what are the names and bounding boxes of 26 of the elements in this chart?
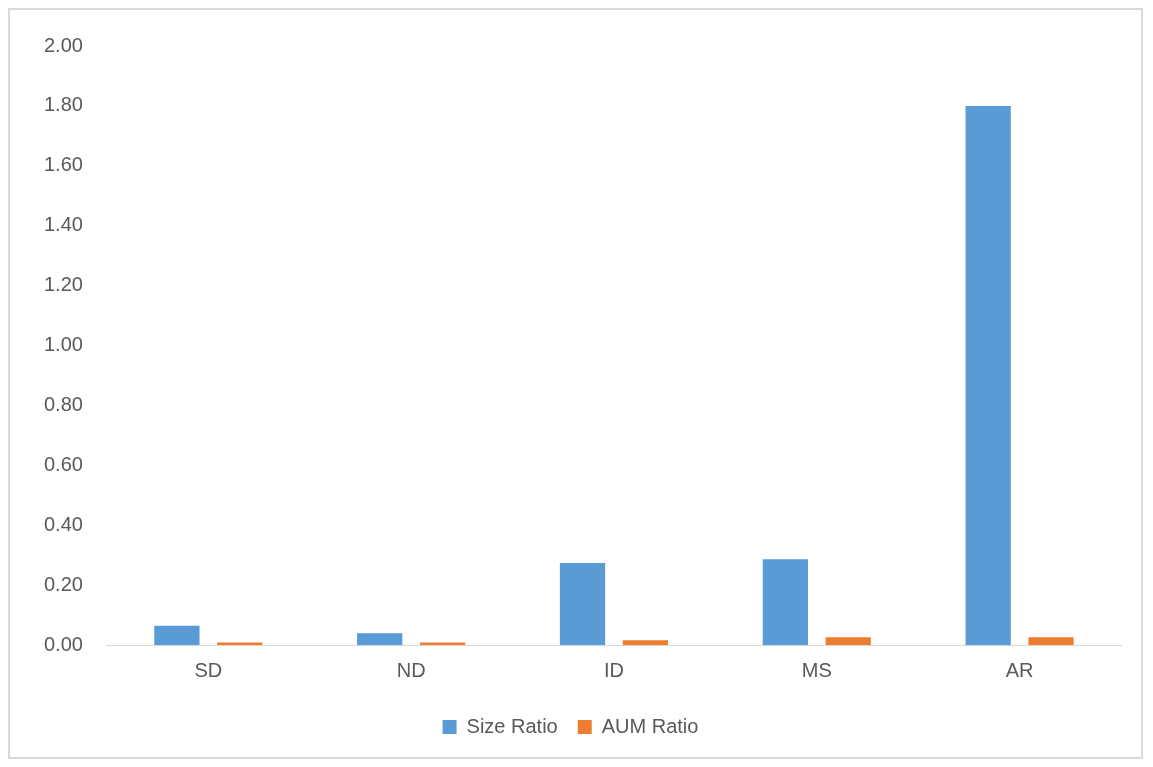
bar (357, 633, 403, 645)
bar (622, 640, 669, 645)
x-tick-label: ND (396, 658, 426, 681)
y-tick-label: 2.00 (43, 33, 83, 56)
bar (825, 637, 871, 645)
x-tick-label: AR (1005, 658, 1034, 681)
y-tick-label: 1.40 (43, 213, 83, 236)
y-tick-label: 1.00 (43, 333, 83, 356)
bar (559, 562, 606, 645)
bar (762, 559, 808, 645)
y-tick-label: 1.60 (43, 153, 83, 176)
y-tick-label: 0.20 (43, 572, 83, 595)
x-tick-label: ID (603, 658, 624, 681)
bar (965, 105, 1011, 645)
y-tick-label: 0.60 (43, 452, 83, 475)
y-tick-label: 0.80 (43, 392, 83, 415)
y-tick-label: 1.20 (43, 273, 83, 296)
y-tick-label: 0.40 (43, 512, 83, 535)
x-tick-label: MS (801, 658, 832, 681)
legend-label: AUM Ratio (601, 714, 699, 737)
bar (154, 625, 200, 645)
y-tick-label: 0.00 (43, 632, 83, 655)
legend-label: Size Ratio (466, 714, 558, 737)
y-tick-label: 1.80 (43, 93, 83, 116)
bar (1028, 637, 1074, 645)
x-tick-label: SD (194, 658, 223, 681)
